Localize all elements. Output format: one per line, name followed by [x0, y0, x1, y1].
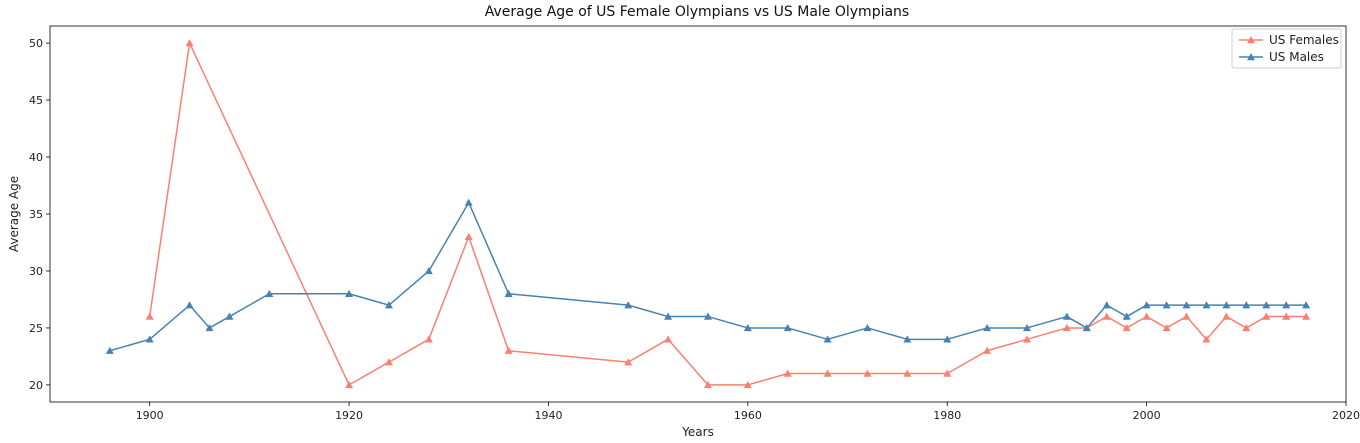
x-tick-label: 1900: [136, 409, 164, 422]
data-point: [145, 335, 154, 343]
x-tick-label: 2020: [1332, 409, 1360, 422]
data-point: [1302, 312, 1311, 320]
legend-item: US Males: [1239, 50, 1324, 64]
x-axis: 1900 1920 1940 1960 1980 2000 2020: [136, 402, 1360, 422]
y-tick-label: 40: [29, 151, 43, 164]
data-point: [1182, 312, 1191, 320]
y-tick-label: 45: [29, 94, 43, 107]
legend-marker: [1247, 53, 1255, 61]
legend-box: [1231, 28, 1342, 69]
legend-item: US Females: [1239, 33, 1339, 47]
data-point: [185, 39, 194, 47]
data-point: [345, 380, 354, 389]
data-point: [983, 323, 992, 332]
y-tick-label: 20: [29, 379, 43, 392]
data-point: [1262, 312, 1271, 320]
data-point: [1082, 323, 1091, 332]
x-tick-label: 1940: [534, 409, 562, 422]
data-point: [265, 289, 274, 297]
x-tick-label: 1980: [933, 409, 961, 422]
data-point: [1242, 323, 1251, 332]
data-point: [1142, 301, 1151, 309]
data-point: [1222, 312, 1231, 320]
data-point: [1182, 301, 1191, 309]
data-point: [145, 312, 154, 320]
data-point: [1222, 301, 1231, 309]
y-axis: 20 25 30 35 40 45 50: [29, 37, 50, 392]
data-point: [863, 323, 872, 332]
chart-title: Average Age of US Female Olympians vs US…: [485, 4, 909, 20]
data-point: [1162, 323, 1171, 332]
plot-area: [105, 39, 1311, 389]
data-point: [504, 346, 513, 354]
data-point: [424, 335, 433, 343]
x-tick-label: 2000: [1133, 409, 1161, 422]
data-point: [225, 312, 234, 320]
data-point: [1102, 312, 1111, 320]
x-tick-label: 1960: [734, 409, 762, 422]
legend-label: US Males: [1269, 50, 1324, 64]
data-point: [624, 358, 633, 366]
data-point: [1022, 335, 1031, 343]
data-point: [1242, 301, 1251, 309]
legend-label: US Females: [1269, 33, 1339, 47]
data-point: [1142, 312, 1151, 320]
series-us-females: [145, 39, 1311, 389]
data-point: [1062, 312, 1071, 320]
y-tick-label: 30: [29, 265, 43, 278]
data-point: [1282, 301, 1291, 309]
data-point: [664, 335, 673, 343]
plot-frame: [49, 25, 1347, 403]
data-point: [783, 323, 792, 332]
data-point: [1262, 301, 1271, 309]
data-point: [1162, 301, 1171, 309]
data-point: [743, 323, 752, 332]
data-point: [903, 369, 912, 377]
series-us-males: [105, 198, 1311, 354]
x-axis-title: Years: [681, 425, 714, 439]
data-point: [823, 335, 832, 343]
data-point: [1202, 301, 1211, 309]
data-point: [664, 312, 673, 320]
data-point: [943, 369, 952, 377]
data-point: [823, 369, 832, 377]
y-tick-label: 50: [29, 37, 43, 50]
data-point: [703, 312, 712, 320]
data-point: [943, 335, 952, 343]
data-point: [783, 369, 792, 377]
data-point: [1062, 323, 1071, 332]
y-axis-title: Average Age: [7, 176, 21, 252]
data-point: [1122, 323, 1131, 332]
data-point: [1122, 312, 1131, 320]
y-tick-label: 35: [29, 208, 43, 221]
data-point: [903, 335, 912, 343]
data-point: [983, 346, 992, 354]
data-point: [1102, 301, 1111, 309]
data-point: [504, 289, 513, 297]
data-point: [1282, 312, 1291, 320]
y-tick-label: 25: [29, 322, 43, 335]
data-point: [185, 301, 194, 309]
x-tick-label: 1920: [335, 409, 363, 422]
data-point: [464, 198, 473, 206]
data-point: [464, 232, 473, 240]
data-point: [105, 346, 114, 354]
series-line: [148, 42, 1307, 386]
data-point: [1302, 301, 1311, 309]
data-point: [624, 301, 633, 309]
data-point: [1022, 323, 1031, 332]
legend-marker: [1247, 36, 1255, 44]
data-point: [424, 266, 433, 275]
data-point: [703, 380, 712, 389]
data-point: [205, 323, 214, 332]
data-point: [384, 301, 393, 309]
data-point: [863, 369, 872, 377]
data-point: [743, 380, 752, 389]
data-point: [1202, 335, 1211, 343]
data-point: [345, 289, 354, 297]
legend: US Females US Males: [1231, 28, 1342, 69]
data-point: [384, 358, 393, 366]
